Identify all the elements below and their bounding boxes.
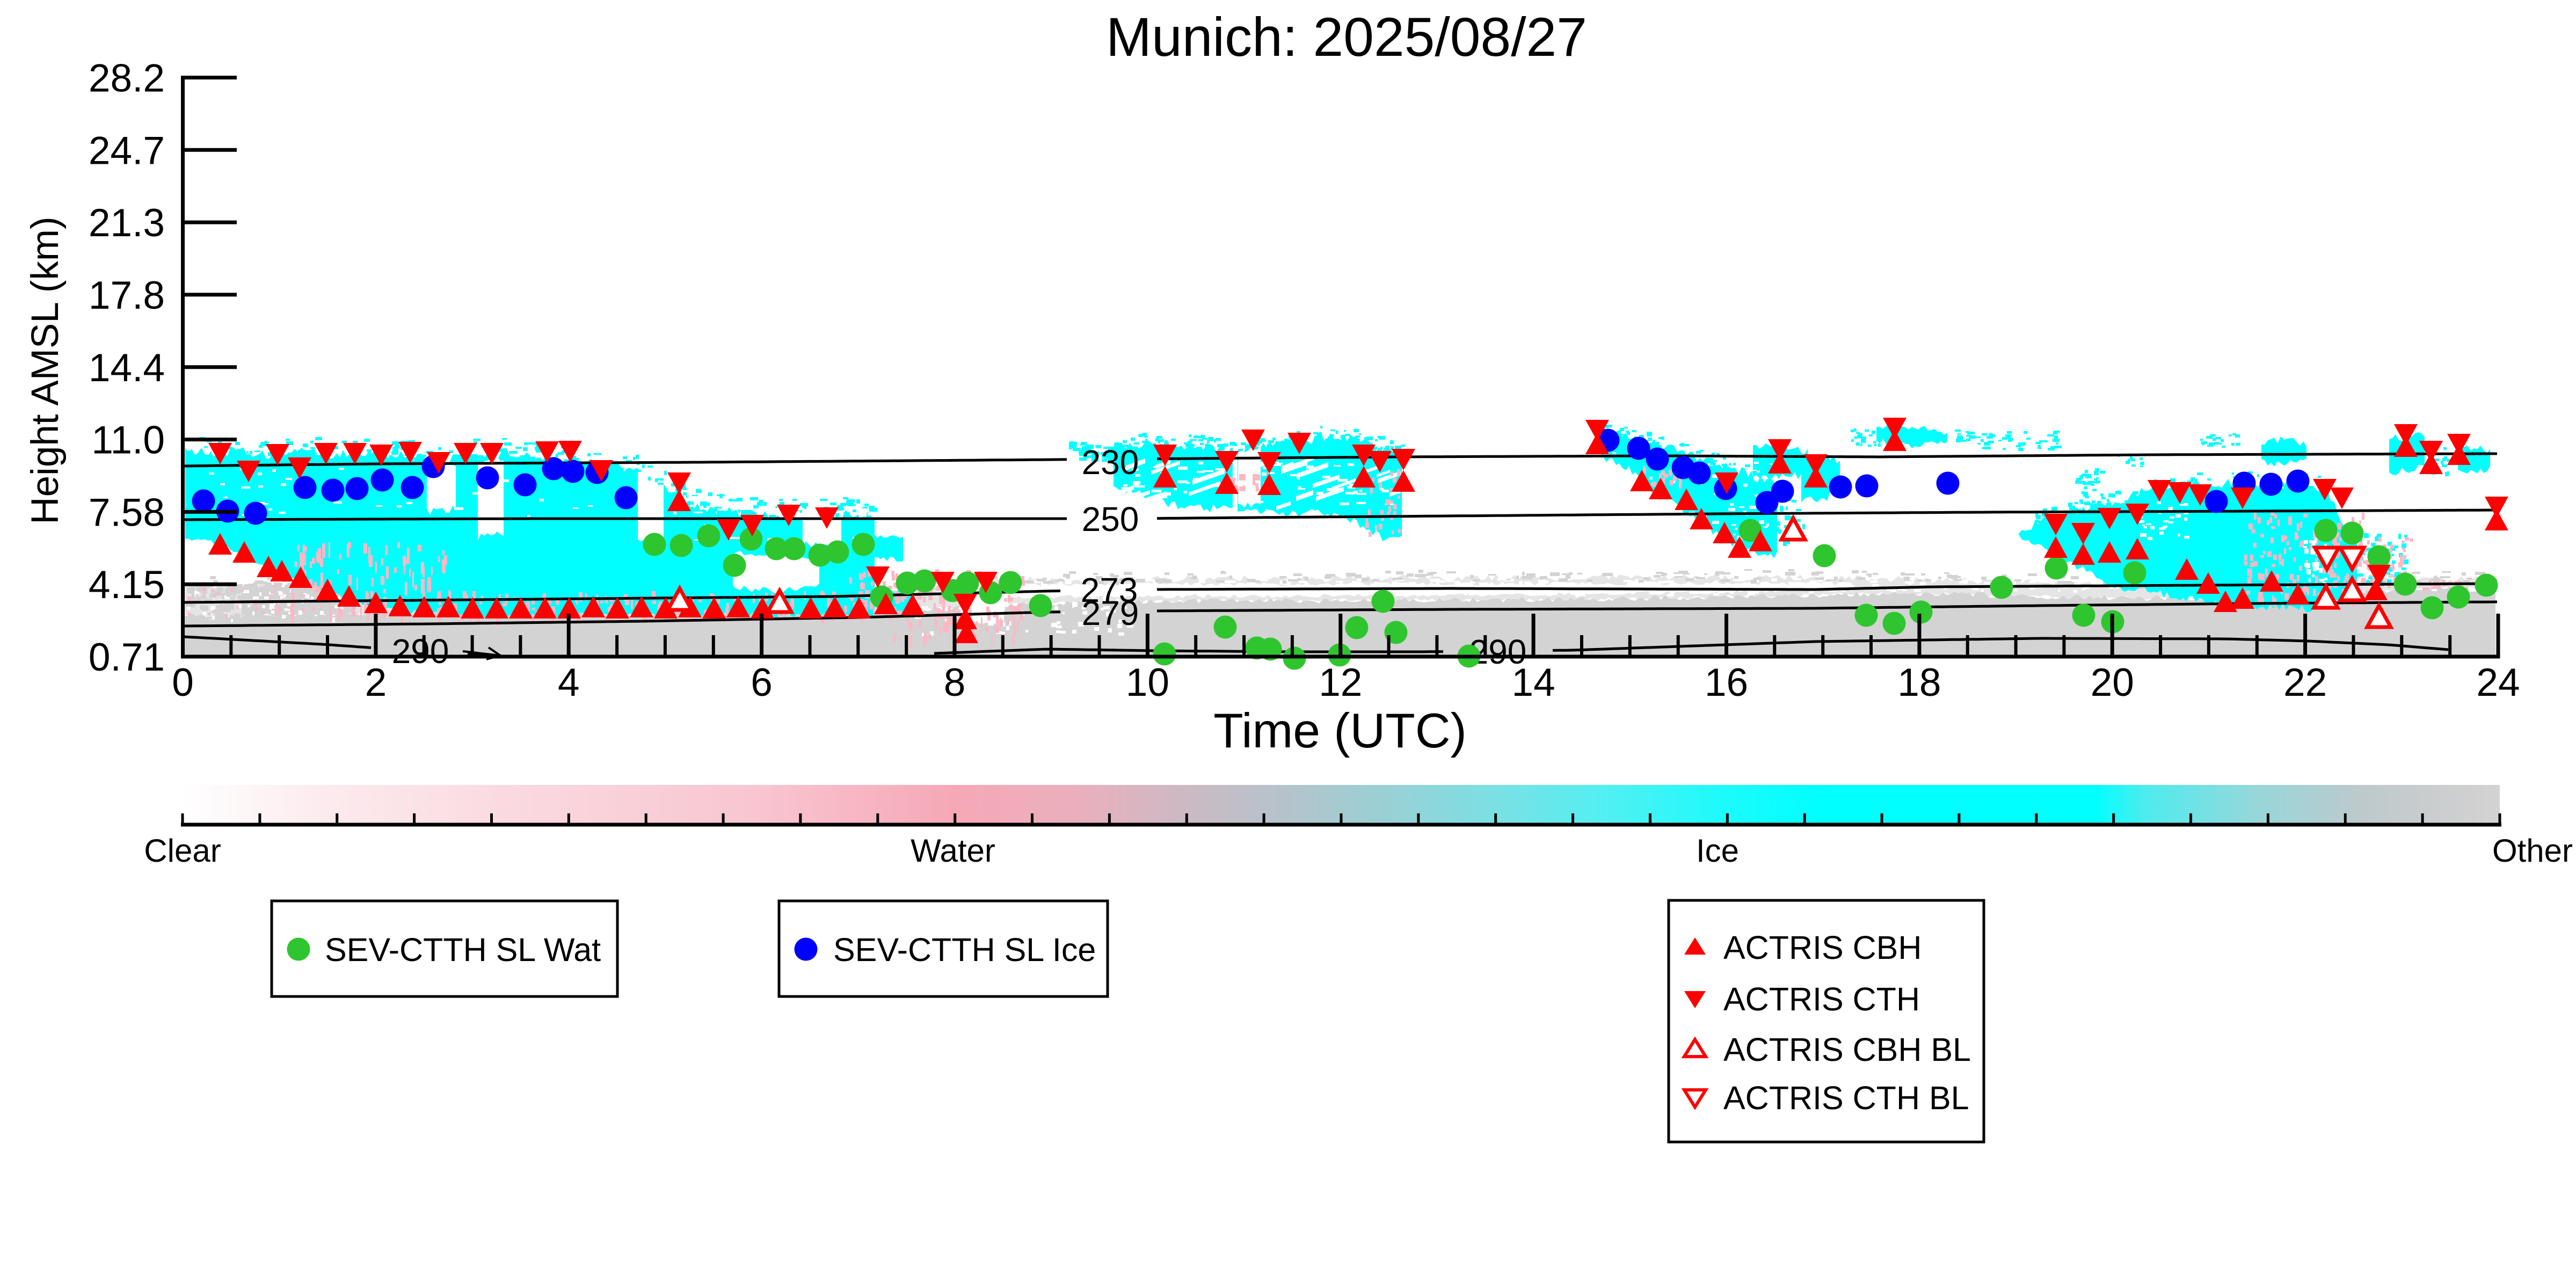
svg-text:28.2: 28.2: [89, 57, 165, 100]
svg-text:ACTRIS CTH: ACTRIS CTH: [1723, 981, 1920, 1017]
svg-text:Other: Other: [2492, 833, 2573, 869]
svg-text:SEV-CTTH SL Wat: SEV-CTTH SL Wat: [325, 932, 601, 968]
svg-text:24.7: 24.7: [89, 129, 165, 172]
svg-text:273: 273: [1081, 571, 1138, 609]
svg-text:12: 12: [1319, 661, 1362, 704]
svg-text:0: 0: [172, 661, 194, 704]
svg-text:10: 10: [1126, 661, 1169, 704]
svg-text:ACTRIS CTH BL: ACTRIS CTH BL: [1723, 1080, 1969, 1116]
svg-text:8: 8: [944, 661, 966, 704]
svg-text:Water: Water: [911, 833, 995, 869]
svg-text:4: 4: [558, 661, 580, 704]
svg-text:Height AMSL (km): Height AMSL (km): [24, 216, 67, 524]
svg-text:18: 18: [1897, 661, 1941, 704]
svg-text:2: 2: [365, 661, 387, 704]
svg-text:14: 14: [1511, 661, 1555, 704]
svg-text:20: 20: [2091, 661, 2134, 704]
svg-text:11.0: 11.0: [91, 419, 165, 462]
svg-text:17.8: 17.8: [89, 274, 165, 317]
svg-text:Clear: Clear: [144, 833, 221, 869]
svg-text:279: 279: [1082, 594, 1139, 632]
svg-text:230: 230: [1082, 443, 1139, 482]
svg-text:250: 250: [1082, 500, 1139, 539]
svg-text:ACTRIS CBH BL: ACTRIS CBH BL: [1723, 1031, 1971, 1068]
svg-text:SEV-CTTH SL Ice: SEV-CTTH SL Ice: [833, 932, 1096, 968]
svg-text:4.15: 4.15: [89, 563, 165, 607]
svg-text:290: 290: [392, 632, 449, 671]
svg-text:ACTRIS CBH: ACTRIS CBH: [1723, 929, 1922, 966]
svg-text:Ice: Ice: [1696, 833, 1739, 869]
svg-text:24: 24: [2476, 661, 2520, 704]
svg-text:21.3: 21.3: [89, 201, 165, 245]
svg-text:16: 16: [1705, 661, 1748, 704]
svg-text:7.58: 7.58: [89, 491, 165, 534]
svg-text:Munich: 2025/08/27: Munich: 2025/08/27: [1106, 6, 1587, 68]
svg-text:22: 22: [2283, 661, 2327, 704]
svg-text:Time (UTC): Time (UTC): [1213, 704, 1467, 758]
svg-text:14.4: 14.4: [89, 346, 165, 390]
svg-text:0.71: 0.71: [89, 636, 165, 679]
svg-text:6: 6: [751, 661, 773, 704]
